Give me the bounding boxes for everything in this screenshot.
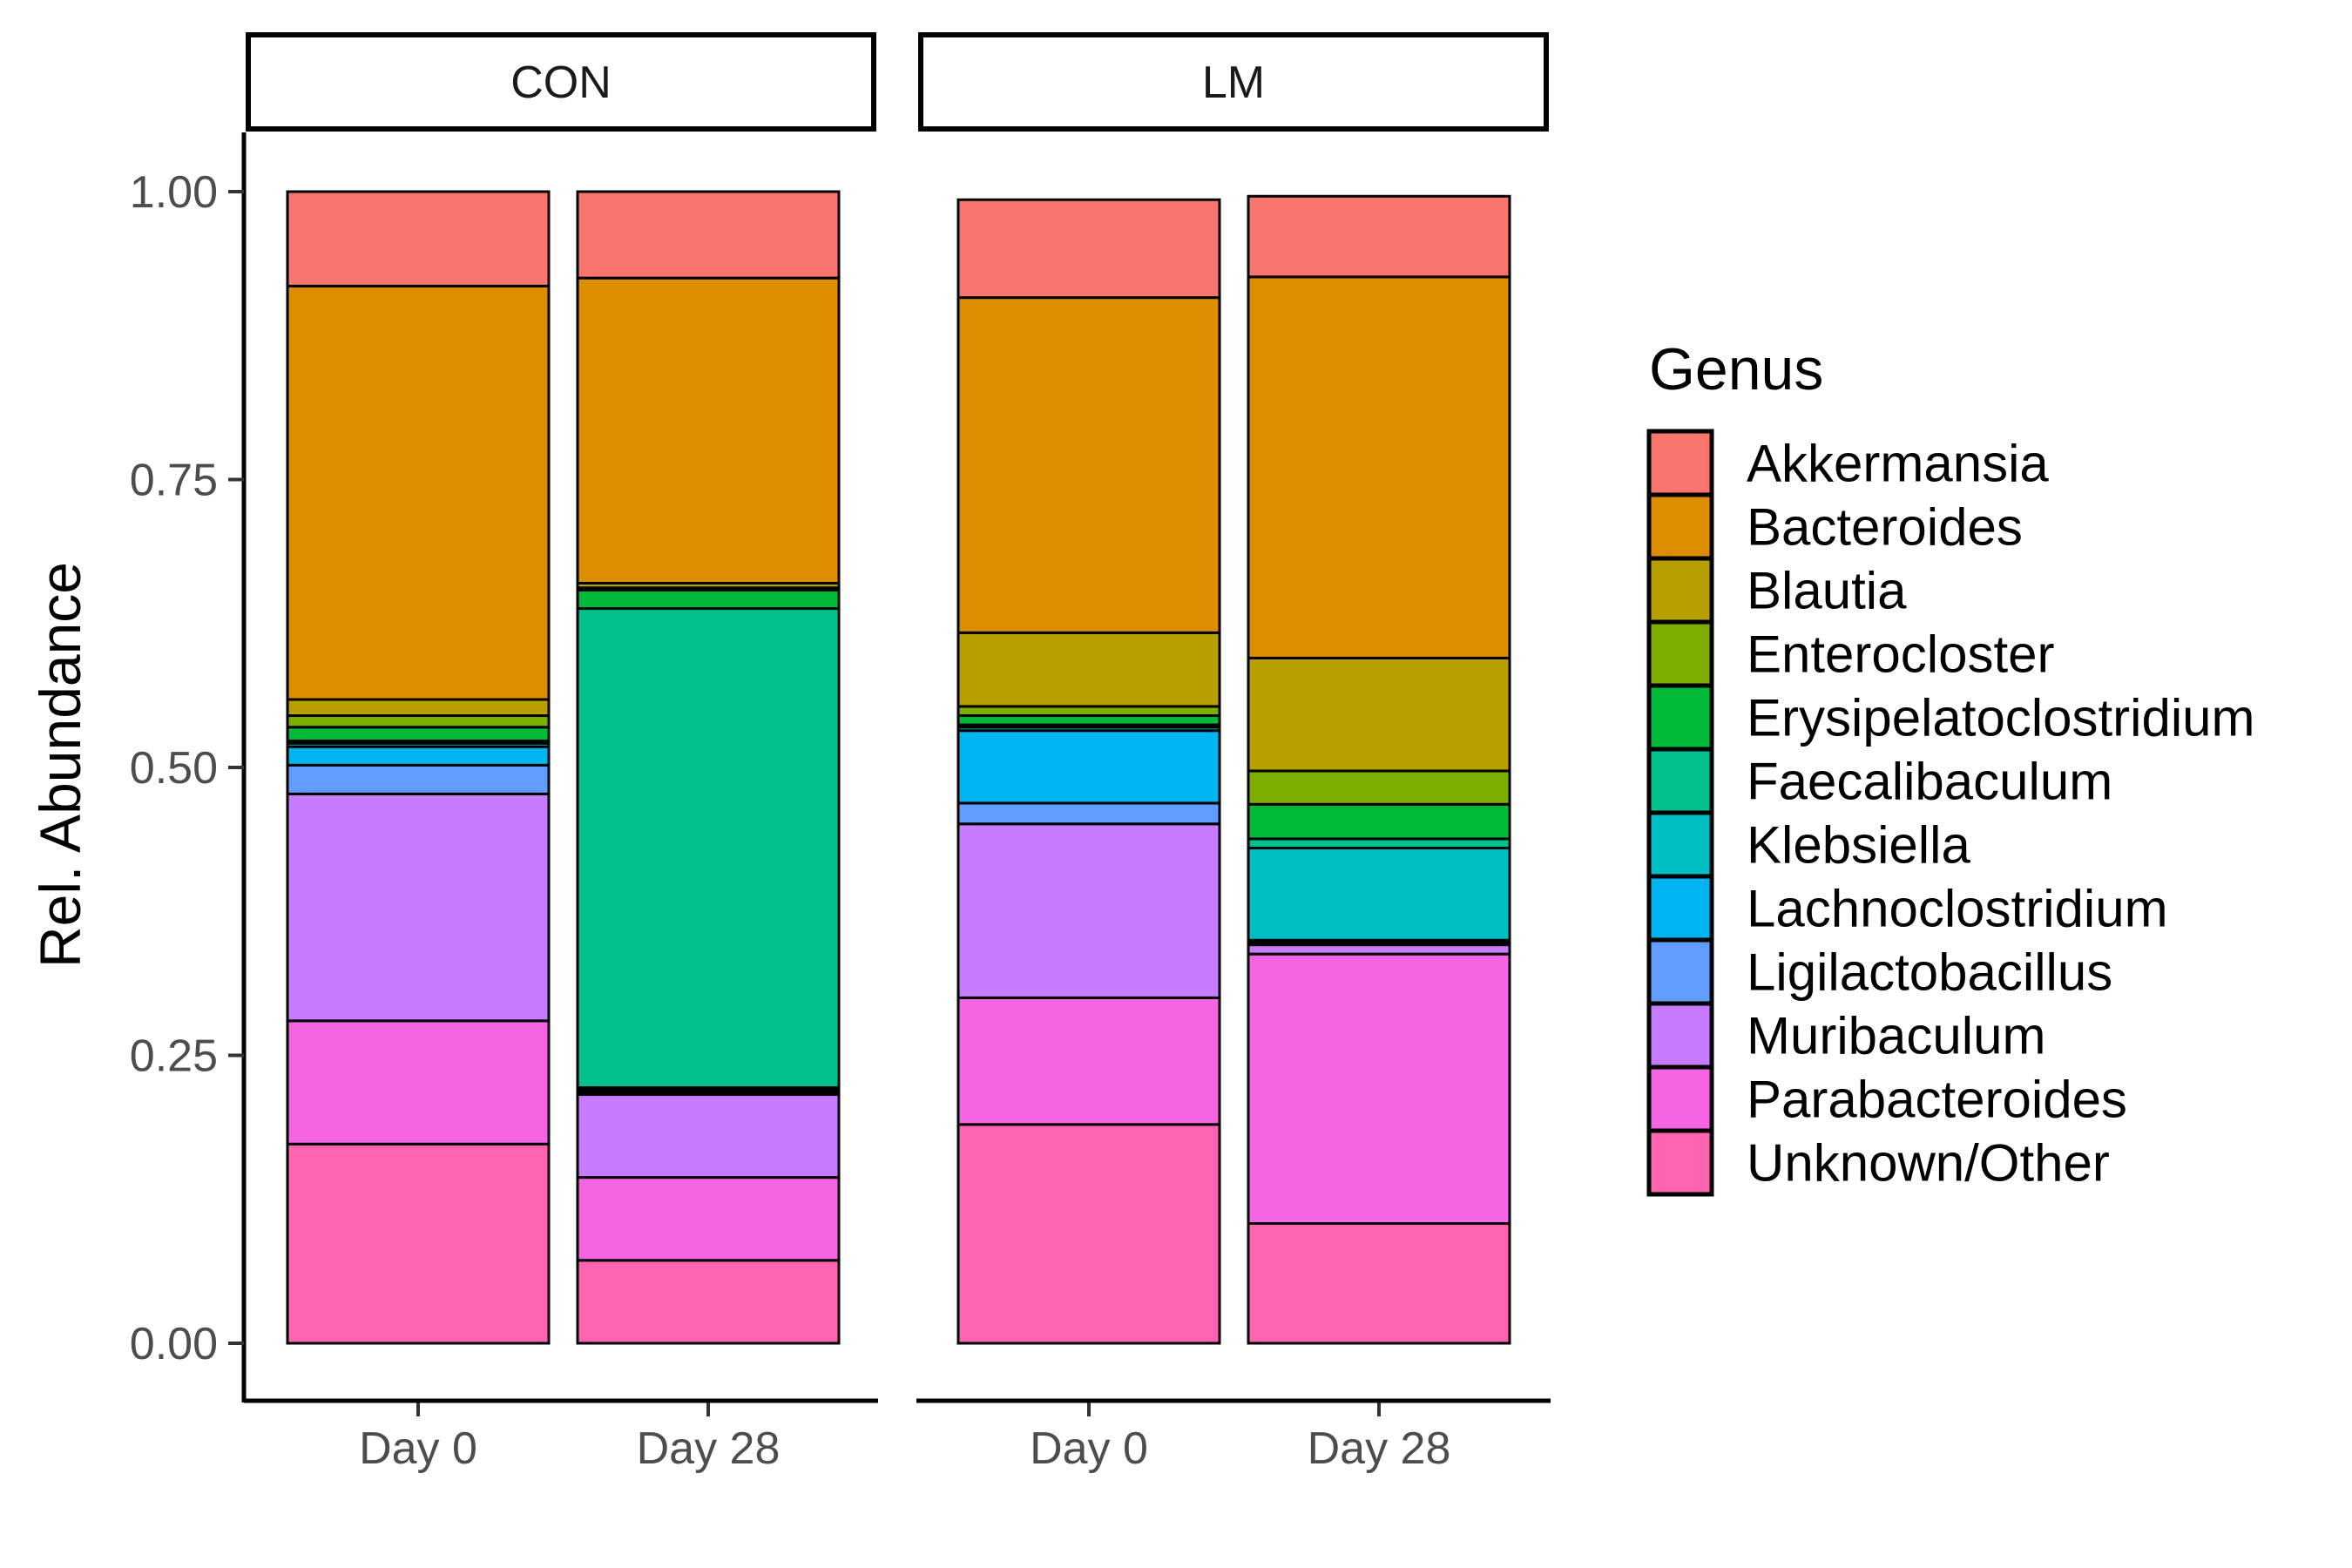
facet-strip-lm [918, 32, 1549, 132]
legend: Genus AkkermansiaBacteroidesBlautiaEnter… [1646, 336, 2255, 1197]
legend-swatch-klebsiella [1646, 810, 1714, 879]
legend-item-muribaculum: Muribaculum [1646, 1001, 2045, 1070]
legend-item-blautia: Blautia [1646, 556, 1907, 625]
legend-label-unknown-other: Unknown/Other [1747, 1134, 2110, 1193]
legend-label-parabacteroides: Parabacteroides [1747, 1071, 2127, 1129]
bar-segment-con-day-0-enterocloster [286, 714, 551, 729]
bar-segment-con-day-0-ligilactobacillus [286, 763, 551, 795]
legend-swatch-parabacteroides [1646, 1064, 1714, 1133]
y-tick-label: 0.50 [130, 743, 218, 794]
y-tick-label: 1.00 [130, 167, 218, 218]
legend-label-klebsiella: Klebsiella [1747, 816, 1970, 875]
bar-segment-lm-day-28-bacteroides [1247, 275, 1511, 659]
bar-segment-lm-day-28-akkermansia [1247, 194, 1511, 279]
legend-item-enterocloster: Enterocloster [1646, 619, 2055, 688]
legend-label-erysipelatoclostridium: Erysipelatoclostridium [1747, 689, 2255, 747]
facet-strip-label-con: CON [510, 57, 612, 108]
legend-label-muribaculum: Muribaculum [1747, 1007, 2045, 1065]
legend-swatch-faecalibaculum [1646, 747, 1714, 815]
legend-title: Genus [1649, 336, 1823, 402]
bar-segment-lm-day-0-unknown-other [956, 1123, 1221, 1345]
legend-label-lachnoclostridium: Lachnoclostridium [1747, 880, 2168, 938]
bar-segment-lm-day-0-muribaculum [956, 822, 1221, 999]
bar-segment-con-day-0-blautia [286, 698, 551, 718]
bar-segment-lm-day-28-unknown-other [1247, 1222, 1511, 1345]
bar-segment-con-day-28-muribaculum [576, 1092, 841, 1179]
legend-swatch-muribaculum [1646, 1001, 1714, 1070]
legend-swatch-ligilactobacillus [1646, 937, 1714, 1006]
legend-swatch-akkermansia [1646, 429, 1714, 497]
bar-segment-lm-day-0-parabacteroides [956, 996, 1221, 1126]
bar-segment-con-day-0-parabacteroides [286, 1019, 551, 1146]
bar-segment-con-day-0-unknown-other [286, 1142, 551, 1345]
facet-strip-con [246, 32, 876, 132]
bar-segment-lm-day-28-klebsiella [1247, 847, 1511, 942]
x-tick-label-con-day-0: Day 0 [359, 1423, 477, 1474]
y-tick-label: 0.25 [130, 1031, 218, 1082]
bar-segment-lm-day-0-enterocloster [956, 705, 1221, 718]
bar-segment-lm-day-28-faecalibaculum [1247, 837, 1511, 850]
y-tick-label: 0.75 [130, 456, 218, 506]
bar-segment-lm-day-28-blautia [1247, 656, 1511, 773]
bar-segment-lm-day-28-parabacteroides [1247, 952, 1511, 1226]
bar-segment-con-day-28-akkermansia [576, 190, 841, 280]
legend-item-ligilactobacillus: Ligilactobacillus [1646, 937, 2112, 1006]
legend-swatch-enterocloster [1646, 619, 1714, 688]
legend-swatch-unknown-other [1646, 1128, 1714, 1197]
bar-segment-con-day-28-erysipelatoclostridium [576, 588, 841, 611]
legend-swatch-lachnoclostridium [1646, 874, 1714, 943]
legend-swatch-blautia [1646, 556, 1714, 625]
bar-segment-con-day-28-parabacteroides [576, 1176, 841, 1262]
bar-segment-con-day-0-lachnoclostridium [286, 745, 551, 767]
legend-item-faecalibaculum: Faecalibaculum [1646, 747, 2112, 815]
legend-label-blautia: Blautia [1747, 562, 1907, 620]
bar-segment-con-day-28-bacteroides [576, 276, 841, 585]
y-tick-label: 0.00 [130, 1319, 218, 1369]
bar-segment-con-day-0-bacteroides [286, 284, 551, 701]
bar-segment-con-day-0-erysipelatoclostridium [286, 726, 551, 743]
axes-layer: Day 0 Day 28 Day 0 Day 28 0.00 0.25 0.50 0.75 1.… [130, 132, 1551, 1474]
legend-label-akkermansia: Akkermansia [1747, 435, 2049, 493]
legend-label-ligilactobacillus: Ligilactobacillus [1747, 943, 2112, 1002]
bar-segment-lm-day-0-bacteroides [956, 296, 1221, 634]
legend-swatch-bacteroides [1646, 492, 1714, 561]
x-tick-label-lm-day-0: Day 0 [1030, 1423, 1148, 1474]
y-axis-title: Rel. Abundance [28, 562, 92, 968]
legend-item-lachnoclostridium: Lachnoclostridium [1646, 874, 2168, 943]
bar-segment-lm-day-28-erysipelatoclostridium [1247, 802, 1511, 841]
legend-label-faecalibaculum: Faecalibaculum [1747, 753, 2112, 811]
bar-segment-lm-day-28-muribaculum [1247, 943, 1511, 956]
x-tick-label-lm-day-28: Day 28 [1308, 1423, 1451, 1474]
bar-segment-con-day-0-akkermansia [286, 190, 551, 287]
bar-segment-con-day-0-muribaculum [286, 792, 551, 1023]
bar-segment-lm-day-28-enterocloster [1247, 769, 1511, 806]
bar-segment-lm-day-0-akkermansia [956, 198, 1221, 300]
facet-strips: CON LM [246, 32, 1549, 132]
bar-segment-lm-day-0-lachnoclostridium [956, 729, 1221, 805]
legend-label-bacteroides: Bacteroides [1747, 498, 2023, 557]
legend-item-erysipelatoclostridium: Erysipelatoclostridium [1646, 683, 2255, 752]
legend-item-klebsiella: Klebsiella [1646, 810, 1970, 879]
legend-item-bacteroides: Bacteroides [1646, 492, 2023, 561]
bar-segment-con-day-28-unknown-other [576, 1259, 841, 1345]
bars-layer [286, 190, 1511, 1345]
legend-item-akkermansia: Akkermansia [1646, 429, 2049, 497]
bar-segment-lm-day-0-erysipelatoclostridium [956, 714, 1221, 727]
legend-label-enterocloster: Enterocloster [1747, 625, 2055, 684]
legend-item-parabacteroides: Parabacteroides [1646, 1064, 2127, 1133]
legend-item-unknown-other: Unknown/Other [1646, 1128, 2110, 1197]
bar-segment-con-day-28-faecalibaculum [576, 607, 841, 1090]
bar-segment-lm-day-0-ligilactobacillus [956, 801, 1221, 826]
bar-segment-lm-day-0-blautia [956, 631, 1221, 708]
legend-swatch-erysipelatoclostridium [1646, 683, 1714, 752]
x-tick-label-con-day-28: Day 28 [637, 1423, 781, 1474]
facet-strip-label-lm: LM [1202, 57, 1265, 108]
